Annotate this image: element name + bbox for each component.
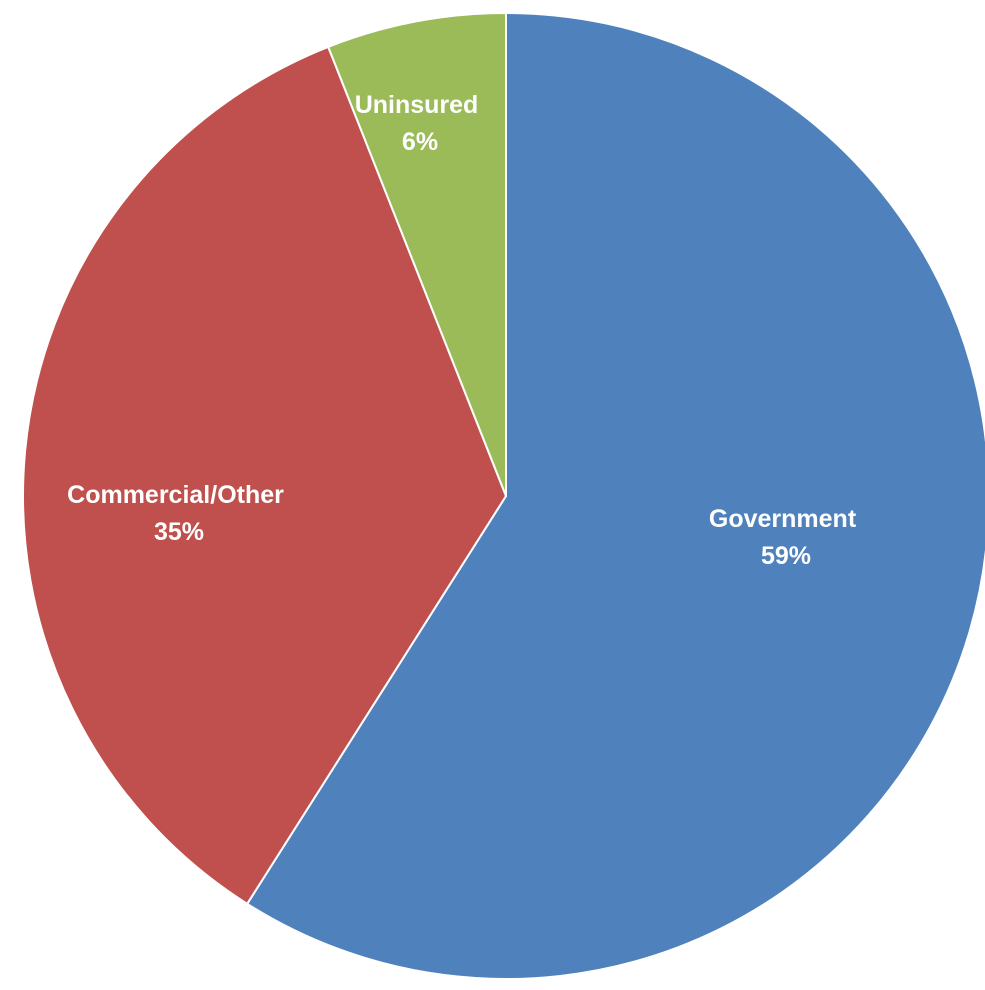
slice-name: Government: [709, 505, 857, 533]
pie-slice-government: [246, 12, 985, 980]
slice-name: Commercial/Other: [67, 481, 284, 509]
slice-value: 6%: [402, 128, 438, 156]
pie-slices: [22, 12, 985, 980]
pie-label-commercial-other: Commercial/Other 35%: [67, 481, 291, 546]
slice-value: 59%: [761, 542, 811, 570]
pie-label-uninsured: Uninsured 6%: [355, 91, 486, 156]
pie-label-government: Government 59%: [709, 505, 863, 570]
pie-labels: Government 59% Commercial/Other 35% Unin…: [67, 91, 863, 570]
pie-slice-commercial-other: [22, 45, 507, 905]
slice-name: Uninsured: [355, 91, 479, 119]
slice-value: 35%: [154, 518, 204, 546]
pie-slice-uninsured: [327, 12, 507, 497]
